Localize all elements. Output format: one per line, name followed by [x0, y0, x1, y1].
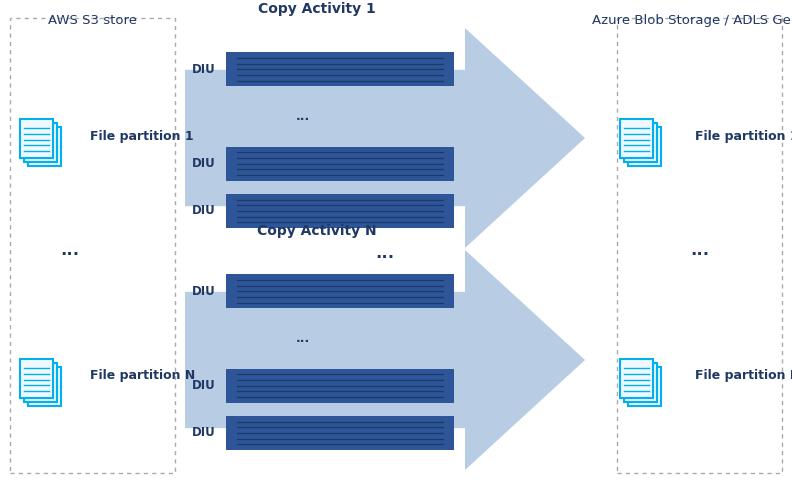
Polygon shape	[185, 28, 585, 248]
Text: File partition N: File partition N	[695, 370, 792, 382]
Text: DIU: DIU	[192, 205, 215, 218]
FancyBboxPatch shape	[28, 368, 61, 406]
Text: Copy Activity 1: Copy Activity 1	[258, 2, 376, 16]
Text: DIU: DIU	[192, 157, 215, 170]
FancyBboxPatch shape	[624, 124, 657, 162]
FancyBboxPatch shape	[20, 359, 53, 398]
Bar	[226, 52, 454, 86]
FancyBboxPatch shape	[24, 363, 57, 402]
FancyBboxPatch shape	[624, 363, 657, 402]
FancyBboxPatch shape	[28, 127, 61, 166]
FancyBboxPatch shape	[628, 368, 661, 406]
Text: AWS S3 store: AWS S3 store	[48, 13, 136, 26]
Polygon shape	[185, 250, 585, 470]
Text: DIU: DIU	[192, 63, 215, 76]
Bar	[226, 416, 454, 450]
Text: ...: ...	[60, 241, 79, 259]
FancyBboxPatch shape	[620, 120, 653, 158]
Bar	[10, 18, 175, 473]
Text: File partition 1: File partition 1	[90, 129, 193, 142]
Bar	[226, 194, 454, 228]
Text: DIU: DIU	[192, 426, 215, 439]
Text: ...: ...	[691, 241, 710, 259]
FancyBboxPatch shape	[628, 127, 661, 166]
Text: ...: ...	[296, 110, 310, 123]
Text: ...: ...	[296, 332, 310, 345]
Text: DIU: DIU	[192, 379, 215, 392]
Text: Copy Activity N: Copy Activity N	[257, 224, 377, 238]
Text: File partition 1: File partition 1	[695, 129, 792, 142]
FancyBboxPatch shape	[20, 120, 53, 158]
Text: DIU: DIU	[192, 285, 215, 298]
Bar	[226, 147, 454, 181]
Text: Azure Blob Storage / ADLS Gen2: Azure Blob Storage / ADLS Gen2	[592, 13, 792, 26]
Text: ...: ...	[375, 244, 394, 262]
Text: File partition N: File partition N	[90, 370, 196, 382]
Bar	[226, 274, 454, 308]
FancyBboxPatch shape	[24, 124, 57, 162]
Bar	[617, 18, 782, 473]
FancyBboxPatch shape	[620, 359, 653, 398]
Bar	[226, 369, 454, 403]
